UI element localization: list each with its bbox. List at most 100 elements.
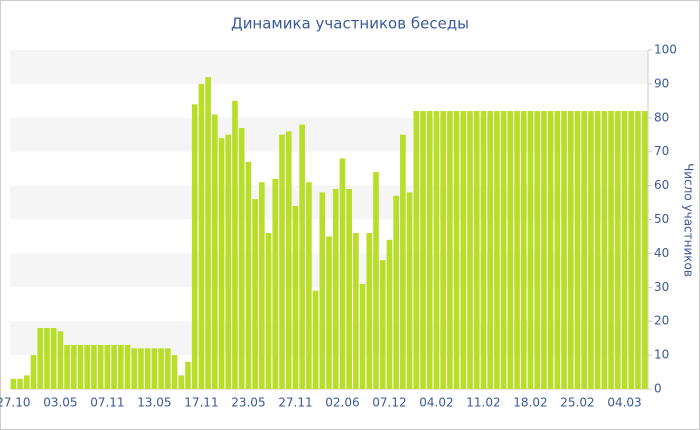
bar [614,111,621,390]
bar [420,111,426,390]
bar [138,348,144,389]
chart-title: Динамика участников беседы [231,15,469,33]
bar [561,111,567,390]
bar [117,344,124,389]
bar [104,344,111,389]
bar [373,172,379,389]
bar [198,83,205,390]
bar [440,111,446,390]
bar [406,192,413,389]
bar [178,375,185,389]
grid-band [10,50,648,84]
bar [124,344,131,389]
y-tick-label: 90 [654,76,669,90]
bar [44,327,50,389]
y-tick-label: 20 [654,314,669,328]
bar [594,111,601,390]
bar [279,134,285,389]
bar [547,111,554,390]
bar [601,111,608,390]
bar [91,344,97,389]
bar [97,344,104,389]
x-tick-label: 13.05 [137,396,171,410]
bar [541,111,547,390]
bar [185,361,191,389]
bar [500,111,507,390]
x-tick-label: 27.10 [0,396,31,410]
bar [10,378,17,389]
bar [212,114,218,389]
bar [359,283,366,389]
bar [567,111,574,390]
bar [70,344,77,389]
x-tick-label: 02.06 [325,396,359,410]
bar [292,205,299,389]
x-tick-label: 23.05 [231,396,265,410]
bar [386,239,393,389]
bar [50,327,57,389]
bar [507,111,514,390]
y-tick-label: 80 [654,110,669,124]
bar [259,182,265,389]
bar [527,111,534,390]
bar [238,127,245,389]
bar [447,111,453,390]
bar [84,344,91,389]
bar [225,134,232,389]
bar [480,111,487,390]
bar [205,77,211,390]
x-tick-label: 27.11 [278,396,312,410]
bar [393,195,399,389]
bar [17,378,23,389]
y-tick-label: 0 [654,382,662,396]
x-tick-label: 07.12 [372,396,406,410]
bar [165,348,171,389]
bar [554,111,561,390]
x-tick-label: 11.02 [466,396,500,410]
bar [413,111,420,390]
x-tick-label: 25.02 [560,396,594,410]
bar [285,131,292,390]
bar [252,199,258,389]
x-tick-label: 18.02 [513,396,547,410]
bar [460,111,467,390]
bar [487,111,493,390]
bar [581,111,588,390]
y-tick-label: 60 [654,178,669,192]
bar [628,111,635,390]
bar [245,161,252,389]
bar [171,355,178,389]
bar [453,111,460,390]
bar [400,134,406,389]
x-tick-label: 17.11 [184,396,218,410]
y-tick-label: 40 [654,246,669,260]
y-axis-label: Число участников [682,163,696,277]
bar [494,111,500,390]
bar [151,348,158,389]
bar [306,182,312,389]
y-tick-label: 50 [654,212,669,226]
bar [379,260,386,389]
bar [57,331,64,389]
bar [232,100,238,389]
bar [635,111,641,390]
bar [574,111,581,390]
bar [144,348,151,389]
bar [346,188,352,389]
x-tick-label: 04.03 [607,396,641,410]
bar [218,138,225,389]
bar [265,233,272,389]
bar [312,290,319,389]
bar [588,111,594,390]
x-tick-label: 04.02 [419,396,453,410]
bar [339,158,346,389]
bar [158,348,164,389]
x-tick-label: 07.11 [90,396,124,410]
bar [131,348,138,389]
bar [299,124,305,389]
bar [520,111,527,390]
x-tick-label: 03.05 [43,396,77,410]
bar [473,111,480,390]
bar [30,355,37,389]
